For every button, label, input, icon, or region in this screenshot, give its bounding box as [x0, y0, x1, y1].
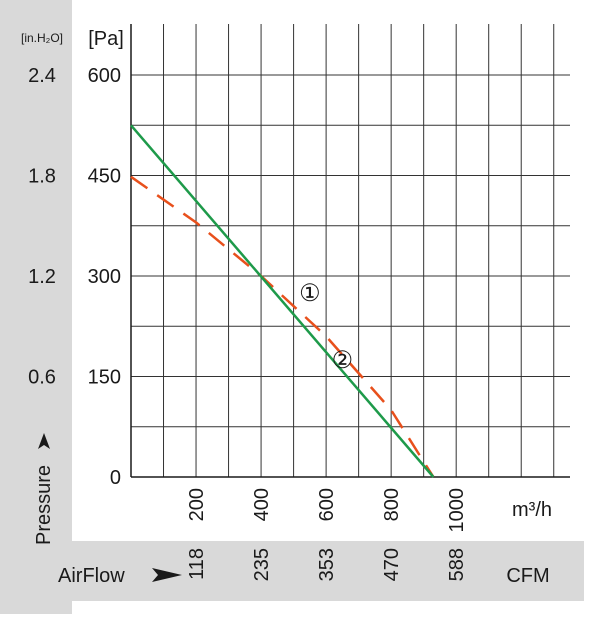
y-unit-inh2o: [in.H₂O] [21, 31, 63, 45]
x-axis-label: AirFlow [58, 565, 125, 587]
bottom-axis-band [0, 541, 584, 601]
y-tick-label-inh2o: 0.6 [28, 367, 56, 389]
y-tick-label-pa: 300 [88, 266, 121, 288]
x-unit-cfm: CFM [506, 565, 549, 587]
y-axis-title: Pressure [33, 433, 55, 545]
y-tick-label-inh2o: 2.4 [28, 65, 56, 87]
grid [130, 24, 570, 478]
y-axis-arrow-icon [38, 433, 50, 449]
left-axis-band [0, 0, 72, 614]
x-tick-label-cfm: 470 [381, 548, 403, 581]
tick-labels: 600 450 300 150 0 2.4 1.8 1.2 0.6 200 400 600 800 100… [28, 65, 468, 581]
x-tick-label-m3h: 1000 [446, 488, 468, 533]
series-line-2 [130, 124, 435, 478]
series-line-1 [130, 175, 435, 478]
x-tick-label-cfm: 353 [316, 548, 338, 581]
series-label-1: ① [299, 280, 321, 307]
y-tick-label-pa: 0 [110, 467, 121, 489]
y-axis-label: Pressure [33, 465, 55, 545]
series-layer: ①② [130, 124, 435, 478]
x-tick-label-m3h: 600 [316, 488, 338, 521]
y-tick-label-inh2o: 1.8 [28, 166, 56, 188]
y-unit-pa: [Pa] [88, 28, 124, 50]
x-tick-label-cfm: 588 [446, 548, 468, 581]
series-label-2: ② [332, 347, 354, 374]
x-tick-label-m3h: 800 [381, 488, 403, 521]
y-tick-label-pa: 150 [88, 367, 121, 389]
y-tick-label-inh2o: 1.2 [28, 266, 56, 288]
x-tick-label-m3h: 400 [251, 488, 273, 521]
y-tick-label-pa: 600 [88, 65, 121, 87]
x-axis-arrow-icon [152, 568, 182, 582]
x-tick-label-m3h: 200 [186, 488, 208, 521]
x-tick-label-cfm: 235 [251, 548, 273, 581]
x-tick-label-cfm: 118 [186, 548, 208, 580]
x-unit-m3h: m³/h [512, 499, 552, 521]
y-tick-label-pa: 450 [88, 166, 121, 188]
